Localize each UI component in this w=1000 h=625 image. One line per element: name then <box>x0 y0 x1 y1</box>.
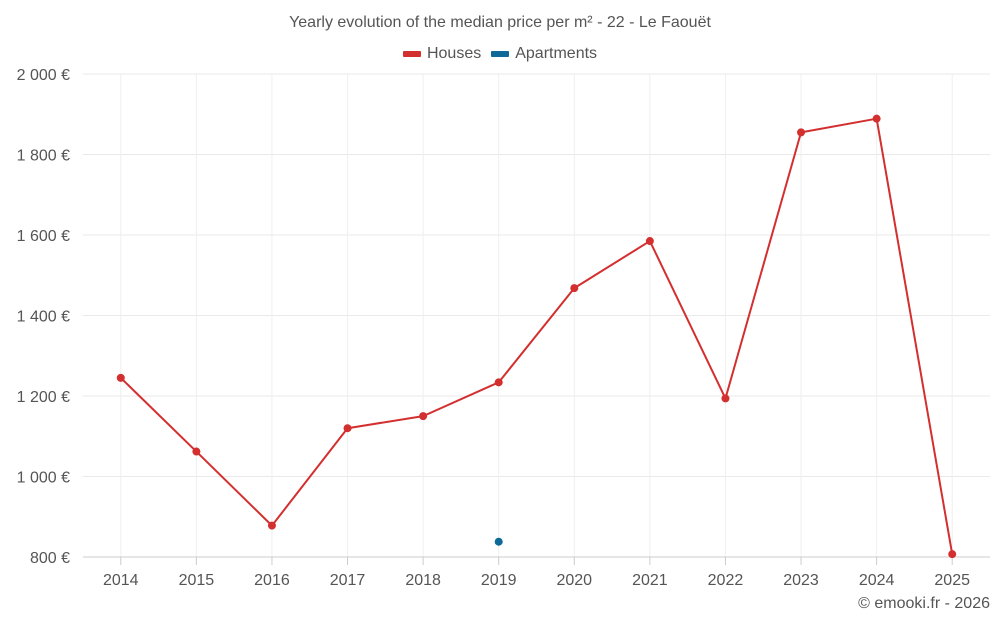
x-tick-label: 2016 <box>254 572 290 589</box>
y-tick-label: 1 800 € <box>17 148 70 165</box>
y-tick-label: 800 € <box>30 550 70 567</box>
x-tick-label: 2020 <box>556 572 592 589</box>
y-tick-label: 1 400 € <box>17 309 70 326</box>
data-point-houses <box>872 114 881 123</box>
legend-item-houses[interactable]: Houses <box>402 45 482 63</box>
legend: Houses Apartments <box>0 45 1000 63</box>
data-point-houses <box>343 424 352 433</box>
data-point-houses <box>797 128 806 137</box>
x-tick-label: 2021 <box>632 572 668 589</box>
data-point-houses <box>419 412 428 421</box>
x-tick-label: 2014 <box>103 572 139 589</box>
data-point-houses <box>192 447 201 456</box>
data-point-houses <box>267 521 276 530</box>
legend-label-houses: Houses <box>426 45 482 62</box>
legend-item-apartments[interactable]: Apartments <box>491 45 597 63</box>
data-point-houses <box>570 284 579 293</box>
data-point-houses <box>116 373 125 382</box>
data-point-houses <box>645 237 654 246</box>
y-tick-label: 1 600 € <box>17 228 70 245</box>
y-tick-label: 1 000 € <box>17 470 70 487</box>
data-point-houses <box>948 550 957 559</box>
x-tick-label: 2017 <box>330 572 366 589</box>
x-tick-label: 2018 <box>405 572 441 589</box>
x-tick-label: 2023 <box>783 572 819 589</box>
legend-swatch-apartments <box>491 51 510 57</box>
credit-text: © emooki.fr - 2026 <box>858 595 990 612</box>
series-line-houses <box>120 117 954 555</box>
x-tick-label: 2022 <box>708 572 744 589</box>
data-point-houses <box>721 394 730 403</box>
legend-label-apartments: Apartments <box>515 45 598 62</box>
legend-swatch-houses <box>402 51 421 57</box>
y-tick-label: 1 200 € <box>17 389 70 406</box>
y-tick-label: 2 000 € <box>17 67 70 84</box>
data-point-apartments <box>494 537 503 546</box>
data-point-houses <box>494 378 503 387</box>
x-tick-label: 2024 <box>859 572 895 589</box>
chart-title: Yearly evolution of the median price per… <box>289 14 711 31</box>
x-tick-label: 2025 <box>934 572 970 589</box>
x-tick-label: 2019 <box>481 572 517 589</box>
x-tick-label: 2015 <box>179 572 215 589</box>
